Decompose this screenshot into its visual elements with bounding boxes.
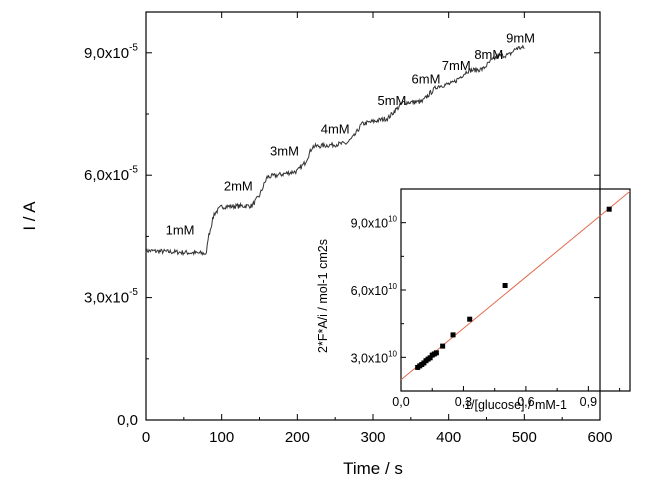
inset-y-tick-label-mantissa: 9,0x10 [351, 217, 389, 231]
main-y-tick-label-exponent: -5 [129, 165, 138, 176]
main-x-axis-title: Time / s [343, 459, 403, 478]
concentration-label: 7mM [442, 58, 471, 73]
linear-fit-line [400, 190, 631, 381]
main-x-tick-label: 0 [142, 429, 150, 446]
inset-y-tick-label-exponent: 10 [388, 215, 397, 224]
concentration-label: 2mM [224, 179, 253, 194]
inset-y-tick-label-exponent: 10 [388, 282, 397, 291]
concentration-label: 6mM [412, 71, 441, 86]
concentration-label: 5mM [377, 93, 406, 108]
main-y-tick-label: 3,0x10-5 [84, 287, 138, 307]
concentration-label: 4mM [321, 122, 350, 137]
inset-x-tick-label: 0,3 [455, 395, 472, 409]
main-y-tick-label-exponent: -5 [129, 287, 138, 298]
main-x-tick-label: 400 [436, 429, 461, 446]
main-y-tick-label: 9,0x10-5 [84, 42, 138, 62]
inset-x-tick-label: 0,9 [580, 395, 597, 409]
main-y-tick-label-mantissa: 6,0x10 [84, 167, 129, 184]
concentration-label: 1mM [166, 222, 195, 237]
main-y-tick-label-mantissa: 3,0x10 [84, 290, 129, 307]
main-x-tick-label: 600 [587, 429, 612, 446]
concentration-label: 9mM [506, 31, 535, 46]
inset-y-tick-label: 6,0x1010 [351, 282, 398, 298]
current-trace [145, 44, 525, 257]
inset-x-tick-label: 0,0 [392, 395, 409, 409]
main-x-tick-label: 200 [285, 429, 310, 446]
main-x-tick-label: 500 [512, 429, 537, 446]
inset-y-axis-title: 2*F*A/i / mol-1 cm2s [316, 239, 330, 353]
inset-y-tick-label: 3,0x1010 [351, 349, 398, 365]
data-point [502, 283, 508, 289]
main-y-tick-label: 6,0x10-5 [84, 165, 138, 185]
main-x-tick-label: 100 [209, 429, 234, 446]
inset-x-tick-label: 0,6 [517, 395, 534, 409]
main-y-axis-title: I / A [20, 201, 39, 231]
main-chart: 0 100 200 300 400 500 6000,03,0x10-56,0x10-59,… [20, 11, 613, 478]
data-point [450, 332, 456, 338]
data-point [433, 350, 439, 356]
inset-chart: 0,0 0,3 0,6 0,93,0x10106,0x10109,0x10101/[g… [316, 188, 631, 412]
main-y-tick-label-exponent: -5 [129, 42, 138, 53]
inset-x-axis-title: 1/[glucose] / mM-1 [464, 398, 567, 412]
main-x-tick-label: 300 [360, 429, 385, 446]
data-point [427, 355, 433, 361]
inset-y-tick-label-exponent: 10 [388, 349, 397, 358]
concentration-label: 8mM [474, 47, 503, 62]
concentration-label: 3mM [270, 144, 299, 159]
main-y-tick-label-mantissa: 0,0 [117, 412, 138, 429]
inset-y-tick-label-mantissa: 3,0x10 [351, 351, 389, 365]
data-point [606, 206, 612, 212]
inset-y-tick-label-mantissa: 6,0x10 [351, 284, 389, 298]
main-y-tick-label-mantissa: 9,0x10 [84, 45, 129, 62]
inset-y-tick-label: 9,0x1010 [351, 215, 398, 231]
data-point [440, 343, 446, 349]
data-point [467, 316, 473, 322]
main-y-tick-label: 0,0 [117, 412, 138, 429]
